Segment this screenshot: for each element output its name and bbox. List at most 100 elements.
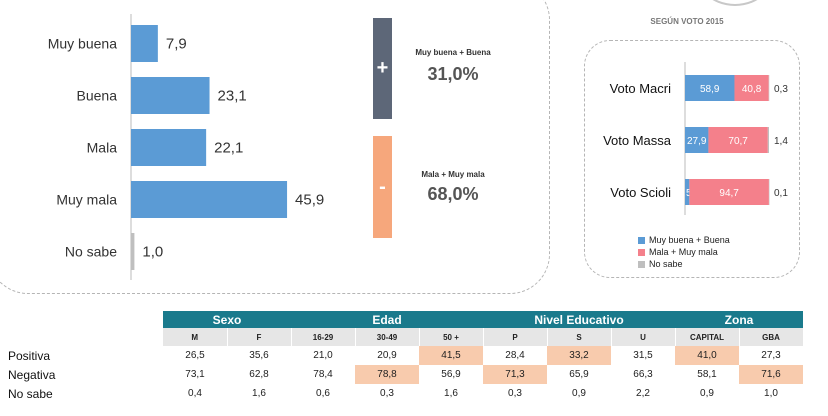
bar-muy-buena: [131, 25, 158, 62]
column-header-capital: CAPITAL: [675, 328, 740, 346]
table-group-header-row: Sexo Edad Nivel Educativo Zona: [0, 311, 803, 328]
value-label-muy-buena: 7,9: [166, 36, 187, 53]
table-cell: 31,5: [633, 350, 653, 361]
segment-label-voto-massa-mala-muy-mala: 70,7: [728, 136, 748, 147]
vote-chart-legend: Muy buena + Buena Mala + Muy mala No sab…: [638, 234, 730, 270]
column-header-p: P: [483, 328, 548, 346]
group-header-zona: Zona: [675, 311, 803, 328]
vote-chart-title: SEGÚN VOTO 2015: [650, 17, 724, 26]
table-cell: 0,4: [188, 388, 202, 399]
table-cell: 73,1: [185, 369, 205, 380]
segment-label-voto-massa-no-sabe: 1,4: [774, 136, 788, 147]
column-header-u: U: [611, 328, 676, 346]
legend-label-positive: Muy buena + Buena: [649, 235, 730, 245]
bar-no-sabe: [131, 233, 135, 270]
plus-sign: +: [376, 57, 389, 79]
table-cell: 56,9: [441, 369, 461, 380]
vote-label-voto-macri: Voto Macri: [610, 81, 672, 96]
table-column-header-row: M F 16-29 30-49 50 + P S U CAPITAL GBA: [0, 328, 804, 346]
legend-swatch-negative: [638, 248, 645, 256]
table-cell: 20,9: [377, 350, 397, 361]
segment-label-voto-scioli-no-sabe: 0,1: [774, 188, 788, 199]
group-header-nivel-educativo: Nivel Educativo: [483, 311, 675, 328]
legend-swatch-positive: [638, 236, 645, 244]
table-cell: 21,0: [313, 350, 333, 361]
category-label-muy-mala: Muy mala: [56, 192, 117, 208]
table-row: Positiva 26,5 35,6 21,0 20,9 41,5 28,4 33,2 31,5…: [0, 346, 803, 365]
column-header-50: 50 +: [419, 328, 484, 346]
positive-sign-box: +: [373, 18, 392, 119]
segment-voto-macri-mala-muy-mala: [734, 75, 769, 101]
legend-item-negative: Mala + Muy mala: [638, 246, 730, 258]
segment-voto-massa-mala-muy-mala: [708, 127, 768, 153]
segment-voto-massa-muy-buena-buena: [685, 127, 709, 153]
table-cell: 1,0: [764, 388, 778, 399]
table-cell: 41,5: [419, 346, 483, 365]
segment-label-voto-macri-mala-muy-mala: 40,8: [742, 84, 762, 95]
negative-summary-value: 68,0%: [427, 184, 479, 204]
table-cell: 71,6: [739, 365, 803, 384]
table-cell: 65,9: [569, 369, 589, 380]
table-cell: 0,3: [508, 388, 522, 399]
legend-item-nosabe: No sabe: [638, 258, 730, 270]
column-header-gba: GBA: [739, 328, 804, 346]
table-cell: 71,3: [483, 365, 547, 384]
table-cell: 1,6: [444, 388, 458, 399]
value-label-no-sabe: 1,0: [142, 244, 163, 261]
legend-label-nosabe: No sabe: [649, 259, 683, 269]
table-cell: 78,8: [355, 365, 419, 384]
vote-label-voto-scioli: Voto Scioli: [610, 185, 671, 200]
value-label-buena: 23,1: [218, 88, 247, 105]
column-header-16-29: 16-29: [291, 328, 356, 346]
row-label-no-sabe: No sabe: [8, 386, 53, 401]
segment-voto-scioli-muy-buena-buena: [685, 179, 690, 205]
bar-mala: [131, 129, 207, 166]
table-cell: 0,9: [700, 388, 714, 399]
vote-chart-panel: [584, 40, 800, 278]
table-cell: 0,6: [316, 388, 330, 399]
table-cell: 41,0: [675, 346, 739, 365]
bar-muy-mala: [131, 181, 288, 218]
segment-voto-scioli-mala-muy-mala: [689, 179, 769, 205]
table-corner-cell-sub: [0, 328, 163, 346]
table-cell: 66,3: [633, 369, 653, 380]
table-cell: 78,4: [313, 369, 333, 380]
table-cell: 0,3: [380, 388, 394, 399]
table-row: Negativa 73,1 62,8 78,4 78,8 56,9 71,3 65,9 66,3…: [0, 365, 803, 384]
legend-label-negative: Mala + Muy mala: [649, 247, 718, 257]
main-bar-chart: Muy buena 7,9 Buena 23,1 Mala 22,1 Muy mala 45,…: [48, 14, 324, 280]
table-cell: 35,6: [249, 350, 269, 361]
column-header-s: S: [547, 328, 612, 346]
table-cell: 27,3: [761, 350, 781, 361]
segment-voto-scioli-no-sabe: [768, 179, 770, 205]
table-row: No sabe 0,4 1,6 0,6 0,3 1,6 0,3 0,9 2,2 0,9 1,0: [0, 384, 803, 403]
segment-voto-macri-no-sabe: [768, 75, 770, 101]
legend-item-positive: Muy buena + Buena: [638, 234, 730, 246]
decorative-arc: [690, 0, 780, 6]
table-corner-cell: [0, 311, 163, 328]
table-cell: 28,4: [505, 350, 525, 361]
category-label-muy-buena: Muy buena: [48, 36, 117, 52]
value-label-mala: 22,1: [214, 140, 243, 157]
segment-voto-massa-no-sabe: [767, 127, 769, 153]
category-label-buena: Buena: [77, 88, 118, 104]
positive-summary-label: Muy buena + Buena: [415, 48, 491, 57]
table-cell: 2,2: [636, 388, 650, 399]
column-header-m: M: [163, 328, 228, 346]
row-label-negativa: Negativa: [8, 367, 56, 382]
negative-summary-label: Mala + Muy mala: [421, 170, 485, 179]
vote-label-voto-massa: Voto Massa: [603, 133, 672, 148]
column-header-30-49: 30-49: [355, 328, 420, 346]
row-label-positiva: Positiva: [8, 348, 51, 363]
segment-label-voto-macri-muy-buena-buena: 58,9: [700, 84, 720, 95]
bar-buena: [131, 77, 210, 114]
category-label-no-sabe: No sabe: [65, 244, 117, 260]
group-header-sexo: Sexo: [163, 311, 291, 328]
column-header-f: F: [227, 328, 292, 346]
value-label-muy-mala: 45,9: [295, 192, 324, 209]
segment-label-voto-macri-no-sabe: 0,3: [774, 84, 788, 95]
minus-sign: -: [379, 175, 386, 198]
group-header-edad: Edad: [291, 311, 483, 328]
crosstab-table: Sexo Edad Nivel Educativo Zona M F 16-29 30-49 5…: [0, 311, 804, 403]
table-cell: 58,1: [697, 369, 717, 380]
